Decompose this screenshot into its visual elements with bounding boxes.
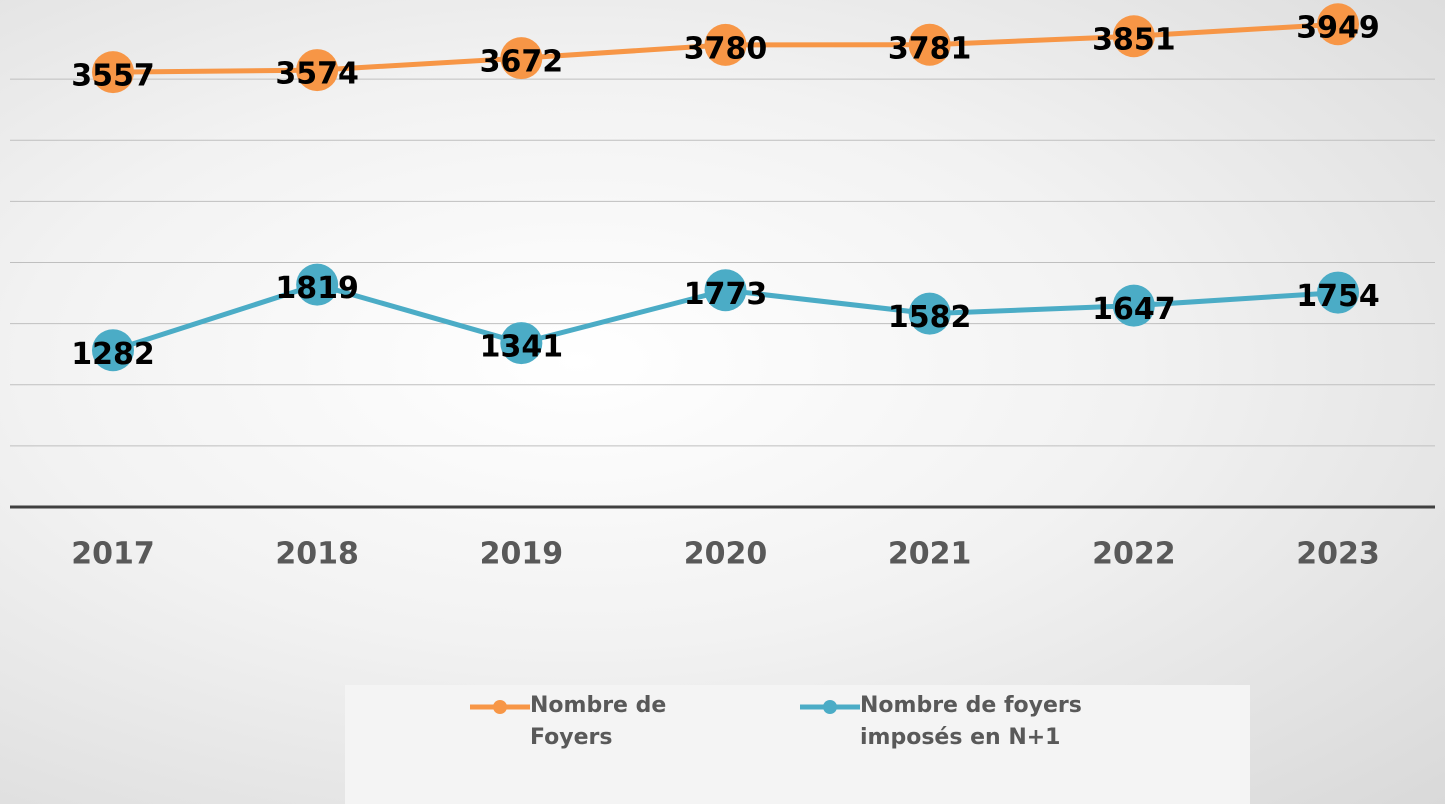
data-label: 1773 (684, 277, 768, 312)
data-label: 3574 (275, 57, 359, 92)
marker (704, 269, 747, 312)
marker (296, 49, 339, 92)
legend-marker (493, 700, 507, 714)
data-label: 1282 (71, 337, 155, 372)
data-label: 1819 (275, 271, 359, 306)
data-label: 1341 (480, 330, 564, 365)
x-tick-label: 2019 (480, 537, 564, 572)
marker (908, 23, 951, 66)
marker (1112, 284, 1155, 327)
x-tick-label: 2020 (684, 537, 768, 572)
data-label: 1754 (1296, 279, 1380, 314)
legend-entry: Nombre de foyers imposés en N+1 (800, 690, 1160, 754)
data-label: 3949 (1296, 11, 1380, 46)
marker (704, 23, 747, 66)
legend-marker (823, 700, 837, 714)
data-label: 3557 (71, 59, 155, 94)
legend-label: Nombre de Foyers (530, 693, 667, 750)
marker (92, 51, 134, 94)
marker (500, 37, 543, 80)
marker (1317, 271, 1359, 314)
data-label: 3781 (888, 31, 972, 66)
marker (500, 322, 543, 365)
x-tick-label: 2021 (888, 537, 972, 572)
data-label: 3780 (684, 31, 768, 66)
marker (1112, 15, 1155, 58)
data-label: 3851 (1092, 23, 1176, 58)
x-tick-label: 2022 (1092, 537, 1176, 572)
data-label: 3672 (480, 45, 564, 80)
marker (296, 263, 339, 306)
marker (908, 292, 951, 335)
legend-entry: Nombre de Foyers (470, 690, 690, 754)
marker (92, 329, 134, 372)
legend: Nombre de Foyers Nombre de foyers imposés… (345, 685, 1250, 804)
x-tick-label: 2023 (1296, 537, 1380, 572)
legend-label: Nombre de foyers imposés en N+1 (860, 693, 1082, 750)
x-tick-label: 2017 (71, 537, 155, 572)
legend-icon (470, 700, 530, 714)
data-label: 1582 (888, 300, 972, 335)
data-label: 1647 (1092, 292, 1176, 327)
marker (1317, 3, 1359, 46)
x-tick-label: 2018 (275, 537, 359, 572)
legend-icon (800, 700, 860, 714)
